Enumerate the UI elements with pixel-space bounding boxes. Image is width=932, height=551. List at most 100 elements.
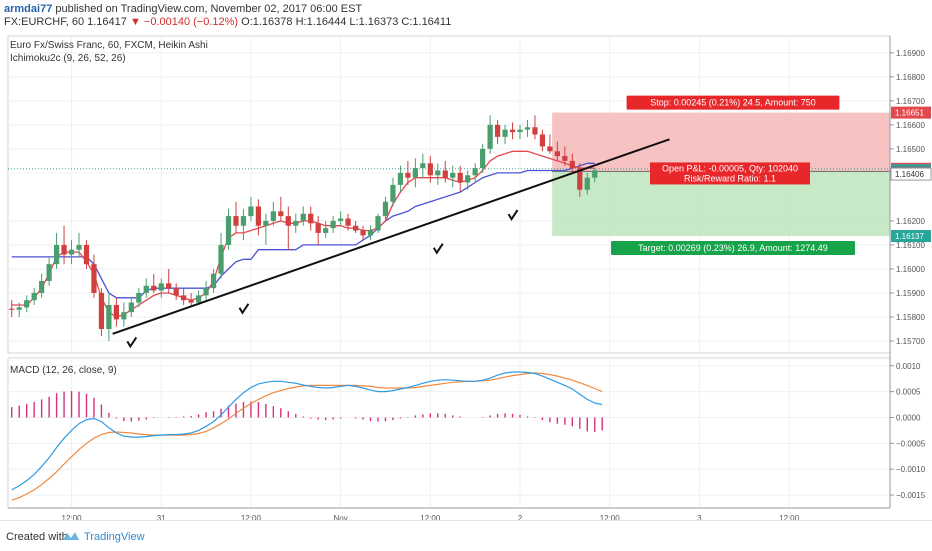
tradingview-logo-icon	[62, 529, 80, 547]
time-tick-label: 3	[697, 514, 702, 520]
macd-legend: MACD (12, 26, close, 9)	[10, 365, 117, 376]
price-tick-label: 1.16800	[896, 73, 925, 82]
candle-body	[345, 218, 351, 226]
candle-body	[435, 170, 441, 176]
candle-body	[502, 129, 508, 137]
candle-body	[360, 230, 366, 236]
check-mark-icon	[507, 209, 519, 221]
candle-body	[158, 283, 164, 291]
candle-body	[308, 213, 314, 224]
time-tick-label: 12:00	[600, 514, 621, 520]
price-tick-label: 1.16500	[896, 145, 925, 154]
price-tick-label: 1.16100	[896, 241, 925, 250]
candle-body	[465, 175, 471, 183]
macd-tick-label: −0.0005	[896, 439, 926, 448]
candle-body	[375, 216, 381, 231]
candle-body	[367, 230, 374, 236]
price-axis-badge	[891, 106, 931, 119]
symbol-line: FX:EURCHF, 60 1.16417 ▼ −0.00140 (−0.12%…	[4, 16, 451, 28]
candle-body	[240, 216, 247, 226]
price-tick-label: 1.15900	[896, 289, 925, 298]
candle-body	[39, 280, 45, 293]
publish-line: armdai77 published on TradingView.com, N…	[4, 3, 362, 15]
main-legend-title: Euro Fx/Swiss Franc, 60, FXCM, Heikin As…	[10, 40, 208, 51]
candle-body	[255, 206, 262, 226]
candle-body	[592, 170, 598, 178]
symbol-quote: FX:EURCHF, 60 1.16417	[4, 16, 130, 28]
candle-body	[352, 225, 359, 231]
candle-body	[397, 172, 404, 185]
candle-body	[9, 308, 15, 310]
candle-body	[143, 285, 149, 293]
candle-body	[218, 244, 224, 274]
ichimoku-lines	[11, 150, 595, 318]
axes: 1.15700 1.15800 1.15900 1.16000 1.16100 1.162…	[8, 36, 932, 523]
price-axis-badge-label: 1.16651	[895, 109, 924, 118]
candle-body	[442, 170, 448, 178]
candle-body	[233, 216, 239, 226]
price-tick-label: 1.16900	[896, 49, 925, 58]
price-axis-badge	[891, 230, 931, 243]
candles	[9, 115, 598, 341]
candle-body	[270, 211, 276, 221]
price-tick-label: 1.15700	[896, 337, 925, 346]
time-tick-label: 12:00	[241, 514, 262, 520]
published-text: published on TradingView.com, November 0…	[52, 3, 363, 15]
candle-body	[390, 184, 396, 202]
candle-body	[315, 223, 321, 233]
candle-body	[263, 220, 269, 226]
candle-body	[420, 163, 426, 169]
candle-body	[323, 228, 329, 233]
candle-body	[472, 168, 478, 176]
candle-body	[584, 177, 590, 190]
created-with-text: Created with	[6, 531, 68, 543]
tradingview-brand-link[interactable]: TradingView	[84, 531, 145, 543]
pnl-box	[650, 162, 810, 185]
price-axis-badge-label: 1.16137	[895, 232, 924, 241]
candle-body	[16, 307, 22, 310]
candle-body	[61, 244, 67, 255]
check-mark-icon	[432, 243, 444, 255]
time-tick-label: 2	[518, 514, 523, 520]
candle-body	[195, 295, 202, 303]
candle-body	[173, 288, 179, 296]
time-tick-label: 12:00	[420, 514, 441, 520]
chart-svg[interactable]: Stop: 0.00245 (0.21%) 24.5, Amount: 750 T…	[0, 28, 932, 523]
candle-body	[450, 172, 456, 178]
candle-body	[457, 172, 463, 183]
check-mark-icon	[238, 303, 250, 315]
conversion-line	[11, 150, 595, 318]
candle-body	[203, 288, 209, 296]
candle-body	[278, 211, 284, 217]
candle-body	[427, 163, 433, 176]
candle-body	[136, 292, 142, 303]
candle-body	[91, 264, 97, 293]
macd-tick-label: 0.0005	[896, 388, 921, 397]
candle-body	[517, 129, 523, 133]
candle-body	[225, 216, 232, 245]
candle-body	[83, 244, 90, 265]
time-tick-label: 12:00	[779, 514, 800, 520]
author-link[interactable]: armdai77	[4, 3, 53, 15]
candle-body	[532, 127, 538, 135]
ichimoku-legend: Ichimoku2c (9, 26, 52, 26)	[10, 53, 126, 64]
candle-body	[121, 312, 127, 320]
candle-body	[338, 218, 344, 221]
candle-body	[480, 148, 486, 169]
rr-label: Risk/Reward Ratio: 1.1	[684, 173, 776, 183]
candle-body	[151, 285, 157, 291]
candle-body	[188, 300, 194, 303]
time-tick-label: Nov	[334, 514, 348, 520]
target-label: Target: 0.00269 (0.23%) 26.9, Amount: 12…	[638, 243, 828, 253]
macd-pane	[11, 371, 603, 501]
candle-body	[181, 295, 187, 301]
price-tick-label: 1.16200	[896, 217, 925, 226]
macd-line	[11, 371, 603, 491]
price-tick-label: 1.16700	[896, 97, 925, 106]
price-axis-badge-label: 1.16406	[895, 170, 924, 179]
chart-area[interactable]: Stop: 0.00245 (0.21%) 24.5, Amount: 750 T…	[0, 28, 932, 523]
candle-body	[106, 304, 112, 329]
price-axis-badge	[890, 167, 932, 181]
macd-tick-label: −0.0015	[896, 491, 926, 500]
position-labels: Stop: 0.00245 (0.21%) 24.5, Amount: 750 T…	[611, 95, 855, 256]
